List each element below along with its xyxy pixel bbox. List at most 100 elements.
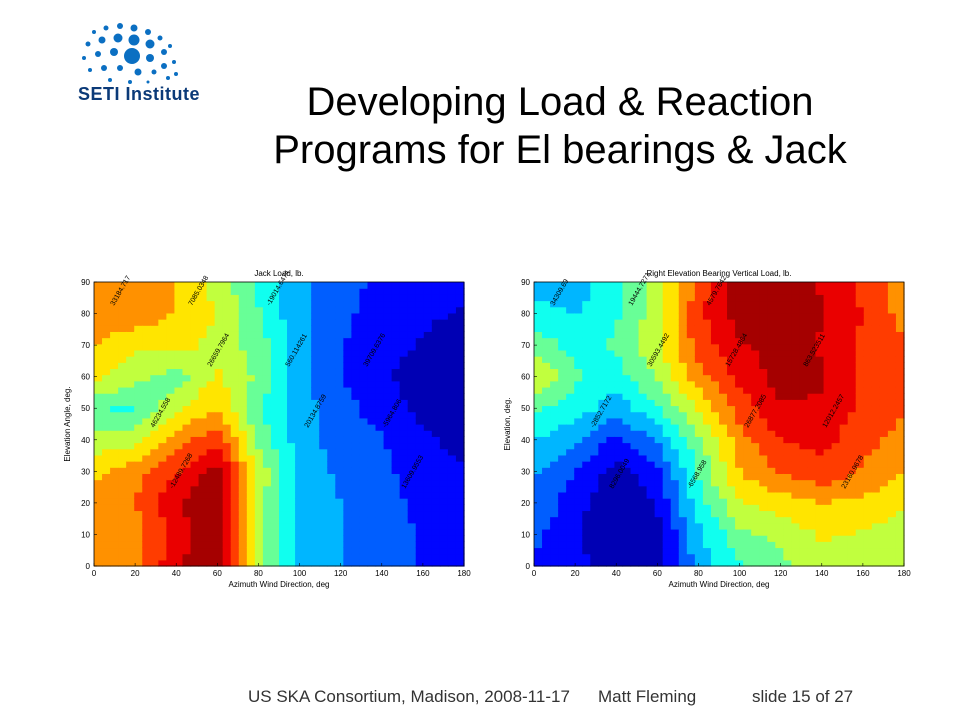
contour-cell <box>303 319 312 326</box>
contour-cell <box>791 282 801 289</box>
contour-cell <box>783 473 792 481</box>
contour-cell <box>622 405 632 413</box>
contour-cell <box>391 312 401 320</box>
contour-cell <box>367 362 377 370</box>
contour-cell <box>126 424 135 431</box>
contour-cell <box>831 319 841 326</box>
contour-cell <box>542 325 551 332</box>
contour-cell <box>246 393 256 400</box>
contour-cell <box>335 325 344 332</box>
contour-cell <box>126 436 135 444</box>
contour-cell <box>238 343 248 351</box>
contour-cell <box>423 312 433 320</box>
contour-cell <box>662 541 672 549</box>
contour-cell <box>198 553 208 561</box>
contour-cell <box>270 442 280 450</box>
contour-cell <box>791 306 801 314</box>
contour-cell <box>375 485 385 493</box>
contour-cell <box>783 436 792 444</box>
contour-cell <box>702 547 712 555</box>
contour-cell <box>142 411 151 419</box>
contour-cell <box>590 436 599 444</box>
contour-cell <box>311 411 320 419</box>
contour-cell <box>246 349 256 357</box>
contour-cell <box>415 541 425 549</box>
contour-cell <box>694 343 704 351</box>
contour-cell <box>598 522 607 530</box>
contour-cell <box>775 343 784 351</box>
contour-cell <box>654 325 664 332</box>
contour-cell <box>622 300 632 308</box>
contour-cell <box>295 417 304 425</box>
contour-cell <box>134 535 143 542</box>
contour-cell <box>423 504 433 512</box>
contour-cell <box>431 522 441 530</box>
contour-cell <box>542 559 551 567</box>
contour-cell <box>214 473 224 481</box>
contour-cell <box>295 448 304 456</box>
contour-field <box>94 282 465 567</box>
contour-cell <box>630 312 640 320</box>
contour-cell <box>391 553 401 561</box>
contour-cell <box>871 448 881 456</box>
contour-cell <box>343 448 352 456</box>
contour-cell <box>598 498 607 505</box>
contour-cell <box>694 541 704 549</box>
contour-cell <box>799 436 809 444</box>
contour-cell <box>574 485 583 493</box>
contour-cell <box>638 356 648 363</box>
contour-cell <box>158 374 167 382</box>
contour-cell <box>534 448 543 456</box>
contour-cell <box>142 454 151 462</box>
contour-cell <box>295 473 304 481</box>
contour-cell <box>887 294 897 302</box>
contour-cell <box>558 319 567 326</box>
contour-cell <box>327 288 336 295</box>
contour-cell <box>598 473 607 481</box>
contour-cell <box>751 528 760 536</box>
contour-cell <box>254 485 264 493</box>
contour-cell <box>895 541 905 549</box>
contour-cell <box>606 349 616 357</box>
contour-cell <box>574 282 583 289</box>
contour-cell <box>807 288 817 295</box>
contour-cell <box>719 319 728 326</box>
contour-cell <box>759 386 768 394</box>
contour-cell <box>214 461 224 468</box>
contour-cell <box>767 368 776 376</box>
contour-cell <box>767 473 776 481</box>
contour-cell <box>751 356 760 363</box>
contour-cell <box>566 368 575 376</box>
contour-cell <box>166 399 176 407</box>
contour-cell <box>767 337 776 345</box>
logo-dot <box>157 35 163 41</box>
contour-cell <box>550 312 559 320</box>
contour-cell <box>174 541 184 549</box>
contour-cell <box>94 349 103 357</box>
y-tick-label: 0 <box>86 562 91 571</box>
contour-cell <box>359 337 369 345</box>
contour-cell <box>351 405 361 413</box>
contour-cell <box>126 343 135 351</box>
contour-cell <box>582 306 591 314</box>
contour-cell <box>359 535 369 542</box>
contour-cell <box>622 306 632 314</box>
contour-cell <box>534 380 543 388</box>
contour-cell <box>702 374 712 382</box>
contour-cell <box>743 430 752 437</box>
contour-cell <box>214 356 224 363</box>
contour-cell <box>238 448 248 456</box>
contour-cell <box>359 356 369 363</box>
contour-cell <box>735 479 744 487</box>
contour-cell <box>895 448 905 456</box>
contour-cell <box>542 436 551 444</box>
contour-cell <box>303 374 312 382</box>
contour-cell <box>279 541 288 549</box>
contour-cell <box>343 559 352 567</box>
contour-cell <box>686 331 696 339</box>
contour-cell <box>335 312 344 320</box>
contour-cell <box>327 319 336 326</box>
contour-cell <box>142 399 151 407</box>
contour-cell <box>238 541 248 549</box>
contour-cell <box>727 393 736 400</box>
